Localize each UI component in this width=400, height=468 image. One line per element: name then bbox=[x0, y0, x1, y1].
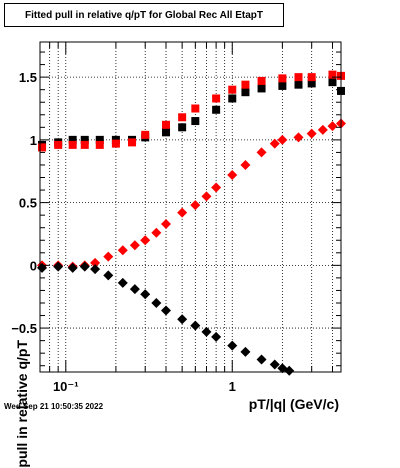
data-point-diamond bbox=[103, 270, 114, 281]
data-point-square bbox=[294, 80, 303, 89]
data-point-square bbox=[328, 70, 337, 79]
data-point-diamond bbox=[90, 264, 101, 275]
data-point-diamond bbox=[211, 331, 222, 342]
data-point-square bbox=[257, 84, 266, 93]
grid-lines bbox=[39, 42, 341, 372]
data-point-square bbox=[178, 113, 187, 122]
y-tick-label: 1.5 bbox=[19, 70, 37, 85]
chart-title: Fitted pull in relative q/pT for Global … bbox=[4, 3, 284, 27]
plot-area: −0.5 0 0.5 1 1.5 10⁻¹ 1 bbox=[11, 41, 346, 394]
data-point-square bbox=[278, 81, 287, 90]
data-point-diamond bbox=[240, 346, 251, 357]
data-point-square bbox=[80, 135, 89, 144]
data-point-square bbox=[162, 128, 171, 137]
data-point-diamond bbox=[317, 124, 328, 135]
data-point-square bbox=[278, 74, 287, 83]
data-point-diamond bbox=[269, 359, 280, 370]
data-point-square bbox=[111, 139, 120, 148]
data-point-square bbox=[128, 138, 137, 147]
data-point-square bbox=[191, 104, 200, 113]
data-point-diamond bbox=[256, 147, 267, 158]
data-point-diamond bbox=[177, 207, 188, 218]
data-point-diamond bbox=[190, 200, 201, 211]
y-tick-label: 0 bbox=[30, 258, 37, 273]
plot-frame bbox=[39, 41, 342, 373]
y-tick-label: 0.5 bbox=[19, 196, 37, 211]
data-point-diamond bbox=[293, 132, 304, 143]
data-point-diamond bbox=[211, 182, 222, 193]
data-point-square bbox=[95, 135, 104, 144]
data-point-diamond bbox=[306, 128, 317, 139]
data-point-square bbox=[328, 78, 337, 87]
data-point-diamond bbox=[140, 289, 151, 300]
data-point-diamond bbox=[227, 170, 238, 181]
x-tick-label: 10⁻¹ bbox=[53, 379, 79, 394]
data-point-square bbox=[212, 94, 221, 103]
data-point-diamond bbox=[151, 297, 162, 308]
data-point-diamond bbox=[117, 277, 128, 288]
x-tick-label: 1 bbox=[229, 379, 236, 394]
data-point-diamond bbox=[240, 159, 251, 170]
data-point-square bbox=[68, 135, 77, 144]
data-point-diamond bbox=[161, 218, 172, 229]
data-point-diamond bbox=[140, 235, 151, 246]
data-point-diamond bbox=[277, 134, 288, 145]
data-point-square bbox=[68, 140, 77, 149]
data-point-diamond bbox=[201, 191, 212, 202]
data-point-diamond bbox=[67, 262, 78, 273]
data-point-diamond bbox=[201, 326, 212, 337]
data-point-diamond bbox=[90, 257, 101, 268]
data-point-diamond bbox=[117, 245, 128, 256]
data-point-square bbox=[178, 123, 187, 132]
data-point-diamond bbox=[327, 121, 338, 132]
data-point-square bbox=[228, 85, 237, 94]
data-point-diamond bbox=[227, 340, 238, 351]
data-point-square bbox=[212, 105, 221, 114]
data-point-square bbox=[241, 80, 250, 89]
data-point-square bbox=[95, 140, 104, 149]
data-point-diamond bbox=[79, 261, 90, 272]
timestamp: Wed Sep 21 10:50:35 2022 bbox=[4, 402, 104, 411]
data-point-square bbox=[162, 120, 171, 129]
data-point-diamond bbox=[256, 354, 267, 365]
data-point-diamond bbox=[151, 227, 162, 238]
data-point-diamond bbox=[129, 284, 140, 295]
data-point-square bbox=[294, 73, 303, 82]
data-point-square bbox=[54, 140, 63, 149]
data-point-diamond bbox=[129, 240, 140, 251]
data-point-square bbox=[257, 76, 266, 85]
data-point-diamond bbox=[284, 365, 295, 376]
data-point-diamond bbox=[269, 138, 280, 149]
data-point-diamond bbox=[177, 314, 188, 325]
data-points bbox=[37, 70, 346, 376]
data-point-square bbox=[141, 130, 150, 139]
data-point-square bbox=[307, 73, 316, 82]
axes: −0.5 0 0.5 1 1.5 10⁻¹ 1 bbox=[11, 41, 342, 394]
x-axis-label: pT/|q| (GeV/c) bbox=[248, 396, 339, 412]
data-point-square bbox=[38, 143, 47, 152]
data-point-square bbox=[228, 94, 237, 103]
y-tick-label: −0.5 bbox=[11, 321, 37, 336]
data-point-square bbox=[191, 117, 200, 126]
data-point-diamond bbox=[190, 320, 201, 331]
data-point-square bbox=[80, 140, 89, 149]
data-point-diamond bbox=[161, 305, 172, 316]
data-point-square bbox=[307, 79, 316, 88]
data-point-diamond bbox=[53, 261, 64, 272]
y-tick-label: 1 bbox=[30, 133, 37, 148]
data-point-square bbox=[241, 88, 250, 97]
data-point-diamond bbox=[103, 251, 114, 262]
